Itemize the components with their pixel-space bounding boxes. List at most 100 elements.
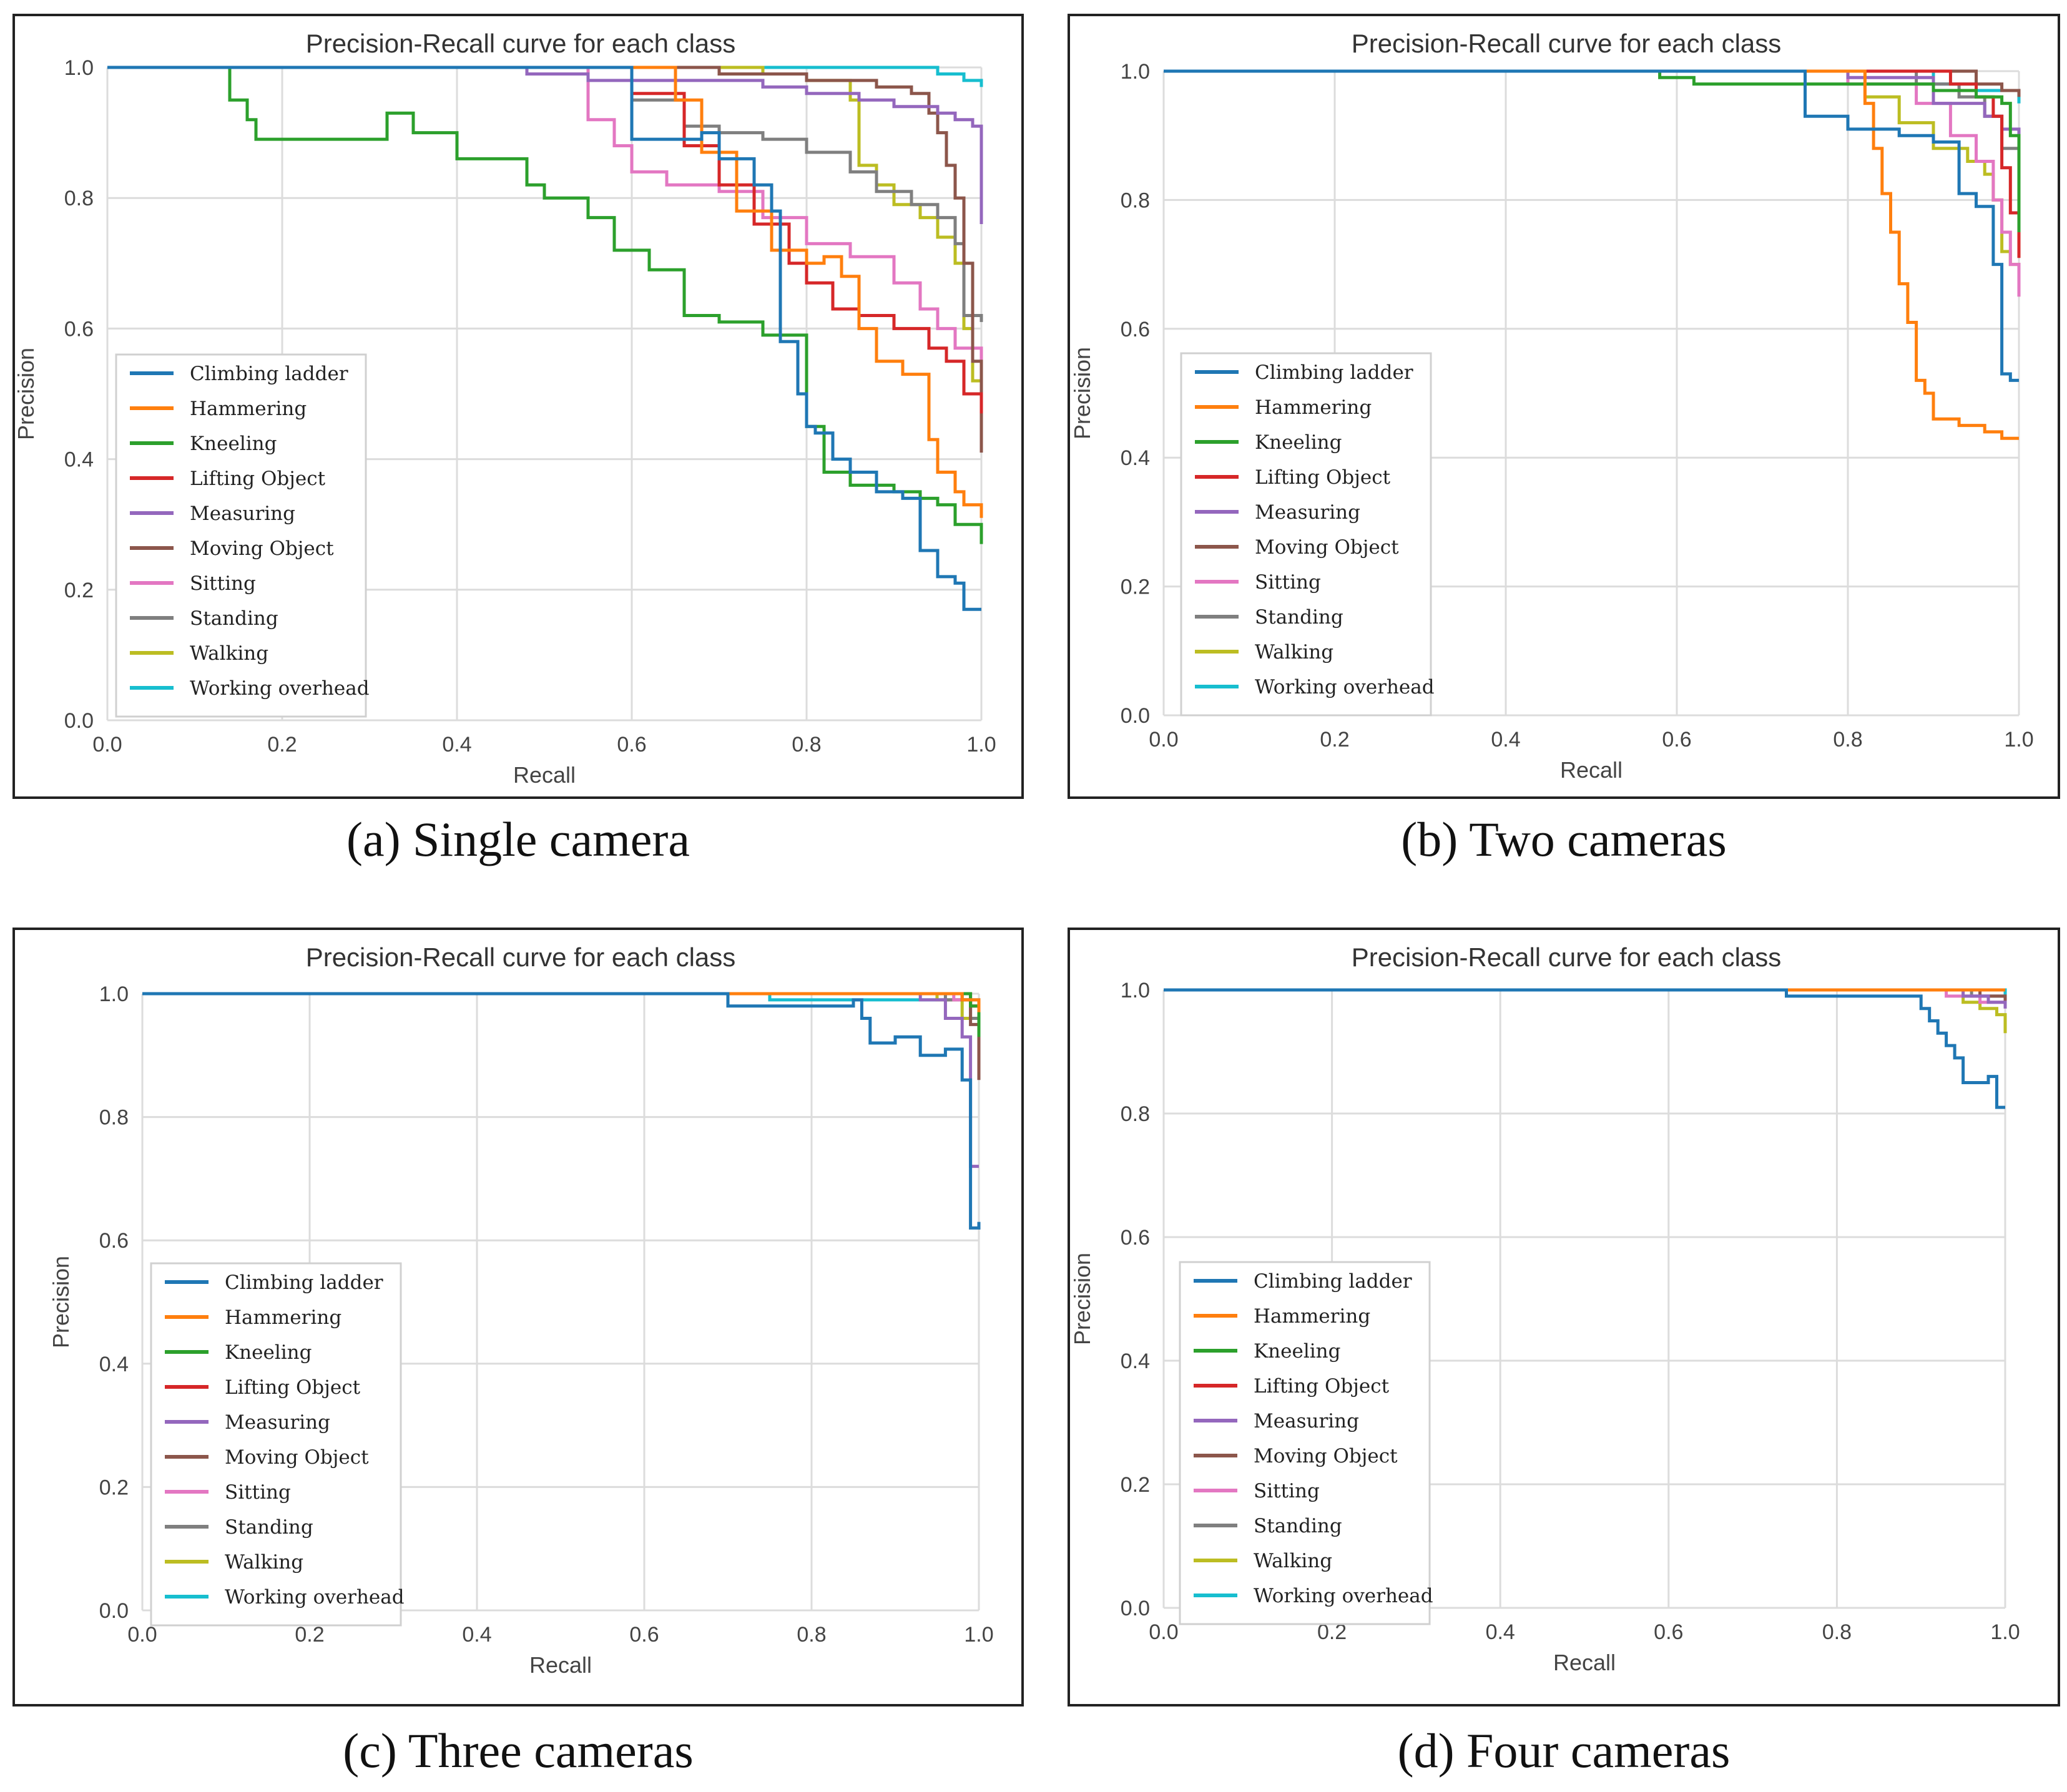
y-tick-label: 0.2 — [1121, 575, 1150, 599]
series-line-climbing-ladder — [107, 66, 981, 611]
x-tick-label: 0.0 — [1149, 1620, 1178, 1644]
legend-label-measuring: Measuring — [1255, 501, 1360, 524]
x-tick-label: 0.6 — [1654, 1620, 1683, 1644]
pr-chart-four-cameras: Precision-Recall curve for each class 0.0… — [1070, 943, 2020, 1675]
legend-label-standing: Standing — [225, 1516, 313, 1539]
y-tick-label: 0.0 — [1121, 704, 1150, 728]
legend-label-standing: Standing — [1255, 606, 1343, 629]
caption-two-cameras: (b) Two cameras — [1401, 812, 1727, 866]
x-tick-label: 0.8 — [1833, 728, 1862, 752]
x-tick-label: 1.0 — [1990, 1620, 2020, 1644]
series-line-climbing-ladder — [1164, 69, 2019, 382]
legend-label-hammering: Hammering — [190, 398, 307, 420]
y-tick-label: 0.4 — [99, 1353, 129, 1376]
y-axis-label: Precision — [15, 348, 39, 440]
legend-label-moving-object: Moving Object — [1254, 1445, 1398, 1467]
y-tick-label: 0.8 — [99, 1106, 129, 1130]
series-group — [1164, 988, 2007, 1109]
y-tick-label: 1.0 — [1121, 60, 1150, 84]
x-tick-label: 0.2 — [1320, 728, 1349, 752]
legend-label-kneeling: Kneeling — [1255, 431, 1342, 454]
legend-label-measuring: Measuring — [225, 1411, 330, 1434]
chart-title: Precision-Recall curve for each class — [1352, 943, 1782, 972]
series-line-working-overhead — [1164, 69, 2021, 104]
legend-box — [150, 1262, 402, 1627]
legend-label-walking: Walking — [1254, 1550, 1332, 1572]
series-group — [1164, 69, 2021, 440]
x-tick-label: 1.0 — [2004, 728, 2033, 752]
y-tick-label: 0.8 — [64, 187, 94, 210]
y-tick-label: 0.8 — [1121, 1102, 1150, 1126]
chart-title: Precision-Recall curve for each class — [306, 943, 736, 972]
legend-label-walking: Walking — [225, 1551, 303, 1574]
series-line-sitting — [1164, 69, 2021, 297]
legend-label-standing: Standing — [1254, 1515, 1342, 1537]
x-axis-label: Recall — [513, 762, 576, 788]
legend-label-working-overhead: Working overhead — [1254, 1585, 1433, 1607]
chart-frame-four-cameras: Precision-Recall curve for each class 0.0… — [1068, 928, 2060, 1706]
y-tick-label: 0.2 — [1121, 1473, 1150, 1497]
y-axis-label: Precision — [1070, 1253, 1095, 1345]
x-tick-label: 0.4 — [442, 733, 471, 756]
legend-label-kneeling: Kneeling — [225, 1341, 312, 1364]
x-tick-label: 0.8 — [1822, 1620, 1852, 1644]
legend-label-hammering: Hammering — [1255, 396, 1372, 419]
y-tick-label: 0.0 — [99, 1599, 129, 1623]
x-tick-label: 0.2 — [267, 733, 297, 756]
legend-label-kneeling: Kneeling — [190, 433, 277, 455]
y-tick-label: 1.0 — [1121, 979, 1150, 1002]
series-line-measuring — [1164, 69, 2021, 142]
chart-frame-two-cameras: Precision-Recall curve for each class 0.0… — [1068, 14, 2060, 799]
chart-title: Precision-Recall curve for each class — [306, 29, 736, 58]
legend-label-standing: Standing — [190, 607, 278, 630]
legend-label-hammering: Hammering — [225, 1306, 341, 1329]
pr-chart-two-cameras: Precision-Recall curve for each class 0.0… — [1070, 29, 2034, 783]
legend-label-lifting-object: Lifting Object — [1254, 1375, 1390, 1398]
y-tick-label: 0.6 — [1121, 318, 1150, 341]
legend-label-climbing-ladder: Climbing ladder — [225, 1271, 383, 1294]
x-tick-label: 0.4 — [1491, 728, 1520, 752]
series-line-climbing-ladder — [142, 992, 981, 1230]
x-tick-label: 0.6 — [617, 733, 646, 756]
x-tick-label: 0.8 — [797, 1623, 826, 1647]
legend-label-sitting: Sitting — [1255, 571, 1321, 594]
x-tick-label: 0.4 — [1486, 1620, 1515, 1644]
series-line-measuring — [1164, 988, 2007, 1009]
series-line-climbing-ladder — [1164, 988, 2005, 1109]
y-tick-label: 1.0 — [99, 982, 129, 1006]
legend-label-working-overhead: Working overhead — [1255, 676, 1435, 698]
y-tick-label: 0.0 — [1121, 1597, 1150, 1620]
legend-label-lifting-object: Lifting Object — [190, 468, 326, 490]
legend-label-working-overhead: Working overhead — [190, 677, 370, 700]
y-tick-label: 0.6 — [1121, 1226, 1150, 1250]
pr-chart-three-cameras: Precision-Recall curve for each class 0.0… — [48, 943, 994, 1678]
y-tick-label: 0.4 — [64, 448, 94, 472]
x-tick-label: 1.0 — [966, 733, 996, 756]
x-axis-label: Recall — [1560, 757, 1623, 783]
x-tick-label: 0.0 — [127, 1623, 157, 1647]
legend-label-climbing-ladder: Climbing ladder — [190, 363, 348, 385]
series-line-kneeling — [107, 66, 983, 544]
series-line-lifting-object — [107, 66, 983, 414]
x-axis-label: Recall — [1553, 1650, 1616, 1675]
series-line-measuring — [107, 66, 983, 224]
legend-label-working-overhead: Working overhead — [225, 1586, 405, 1608]
series-line-measuring — [142, 992, 979, 1168]
series-line-sitting — [1164, 988, 2007, 1009]
series-line-working-overhead — [107, 66, 983, 87]
series-line-sitting — [107, 66, 983, 375]
x-tick-label: 0.6 — [629, 1623, 659, 1647]
series-line-lifting-object — [1164, 69, 2021, 258]
x-tick-label: 0.8 — [792, 733, 821, 756]
legend-label-moving-object: Moving Object — [225, 1446, 369, 1469]
y-axis-label: Precision — [1070, 347, 1095, 439]
legend-label-walking: Walking — [190, 642, 268, 665]
caption-three-cameras: (c) Three cameras — [343, 1723, 694, 1778]
x-tick-label: 1.0 — [964, 1623, 993, 1647]
chart-title: Precision-Recall curve for each class — [1352, 29, 1782, 58]
y-axis-label: Precision — [48, 1256, 74, 1348]
chart-frame-single-camera: Precision-Recall curve for each class 0.0… — [12, 14, 1024, 799]
y-tick-label: 0.0 — [64, 709, 94, 733]
legend-label-climbing-ladder: Climbing ladder — [1255, 361, 1413, 384]
series-line-walking — [107, 66, 983, 401]
